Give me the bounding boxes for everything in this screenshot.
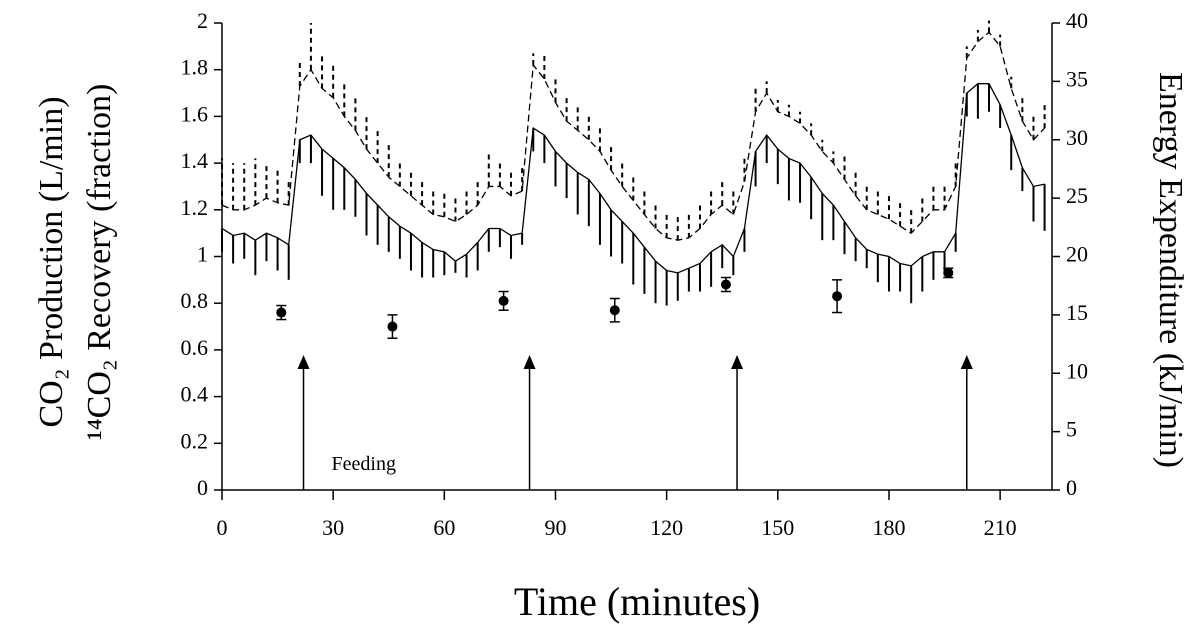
y2-tick-label: 10 xyxy=(1066,358,1088,383)
y2-tick-label: 20 xyxy=(1066,242,1088,267)
y2-tick-label: 30 xyxy=(1066,125,1088,150)
y-axis-title: ¹⁴CO₂ Recovery (fraction) xyxy=(81,84,118,441)
y-axis-title: CO₂ Production (L/min) xyxy=(33,96,70,427)
y-tick-label: 0.2 xyxy=(181,428,209,453)
feeding-arrowhead xyxy=(731,355,744,369)
x-tick-label: 60 xyxy=(433,515,455,540)
y2-tick-label: 15 xyxy=(1066,300,1088,325)
point xyxy=(498,295,509,306)
x-tick-label: 180 xyxy=(872,515,905,540)
x-tick-label: 150 xyxy=(761,515,794,540)
point xyxy=(720,279,731,290)
x-tick-label: 30 xyxy=(322,515,344,540)
y2-tick-label: 0 xyxy=(1066,475,1077,500)
y-tick-label: 1.4 xyxy=(181,148,209,173)
y2-tick-label: 25 xyxy=(1066,183,1088,208)
feeding-arrowhead xyxy=(960,355,973,369)
y-tick-label: 1 xyxy=(197,242,208,267)
point xyxy=(609,305,620,316)
y-tick-label: 0 xyxy=(197,475,208,500)
feeding-arrowhead xyxy=(523,355,536,369)
x-axis-title: Time (minutes) xyxy=(514,579,760,624)
point xyxy=(943,267,954,278)
y2-tick-label: 35 xyxy=(1066,66,1088,91)
series-line xyxy=(221,31,1046,241)
y-tick-label: 0.6 xyxy=(181,335,209,360)
annotation: Feeding xyxy=(332,453,396,475)
x-tick-label: 210 xyxy=(984,515,1017,540)
y2-tick-label: 40 xyxy=(1066,8,1088,33)
x-tick-label: 0 xyxy=(217,515,228,540)
feeding-arrowhead xyxy=(297,355,310,369)
point xyxy=(387,321,398,332)
y2-tick-label: 5 xyxy=(1066,417,1077,442)
y-tick-label: 0.4 xyxy=(181,382,209,407)
y-tick-label: 1.2 xyxy=(181,195,209,220)
point xyxy=(832,291,843,302)
x-tick-label: 120 xyxy=(650,515,683,540)
y-tick-label: 1.6 xyxy=(181,101,209,126)
y2-axis-title: Energy Expenditure (kJ/min) xyxy=(1152,72,1189,468)
y-tick-label: 1.8 xyxy=(181,55,209,80)
y-tick-label: 2 xyxy=(197,8,208,33)
x-tick-label: 90 xyxy=(544,515,566,540)
y-tick-label: 0.8 xyxy=(181,288,209,313)
point xyxy=(276,307,287,318)
